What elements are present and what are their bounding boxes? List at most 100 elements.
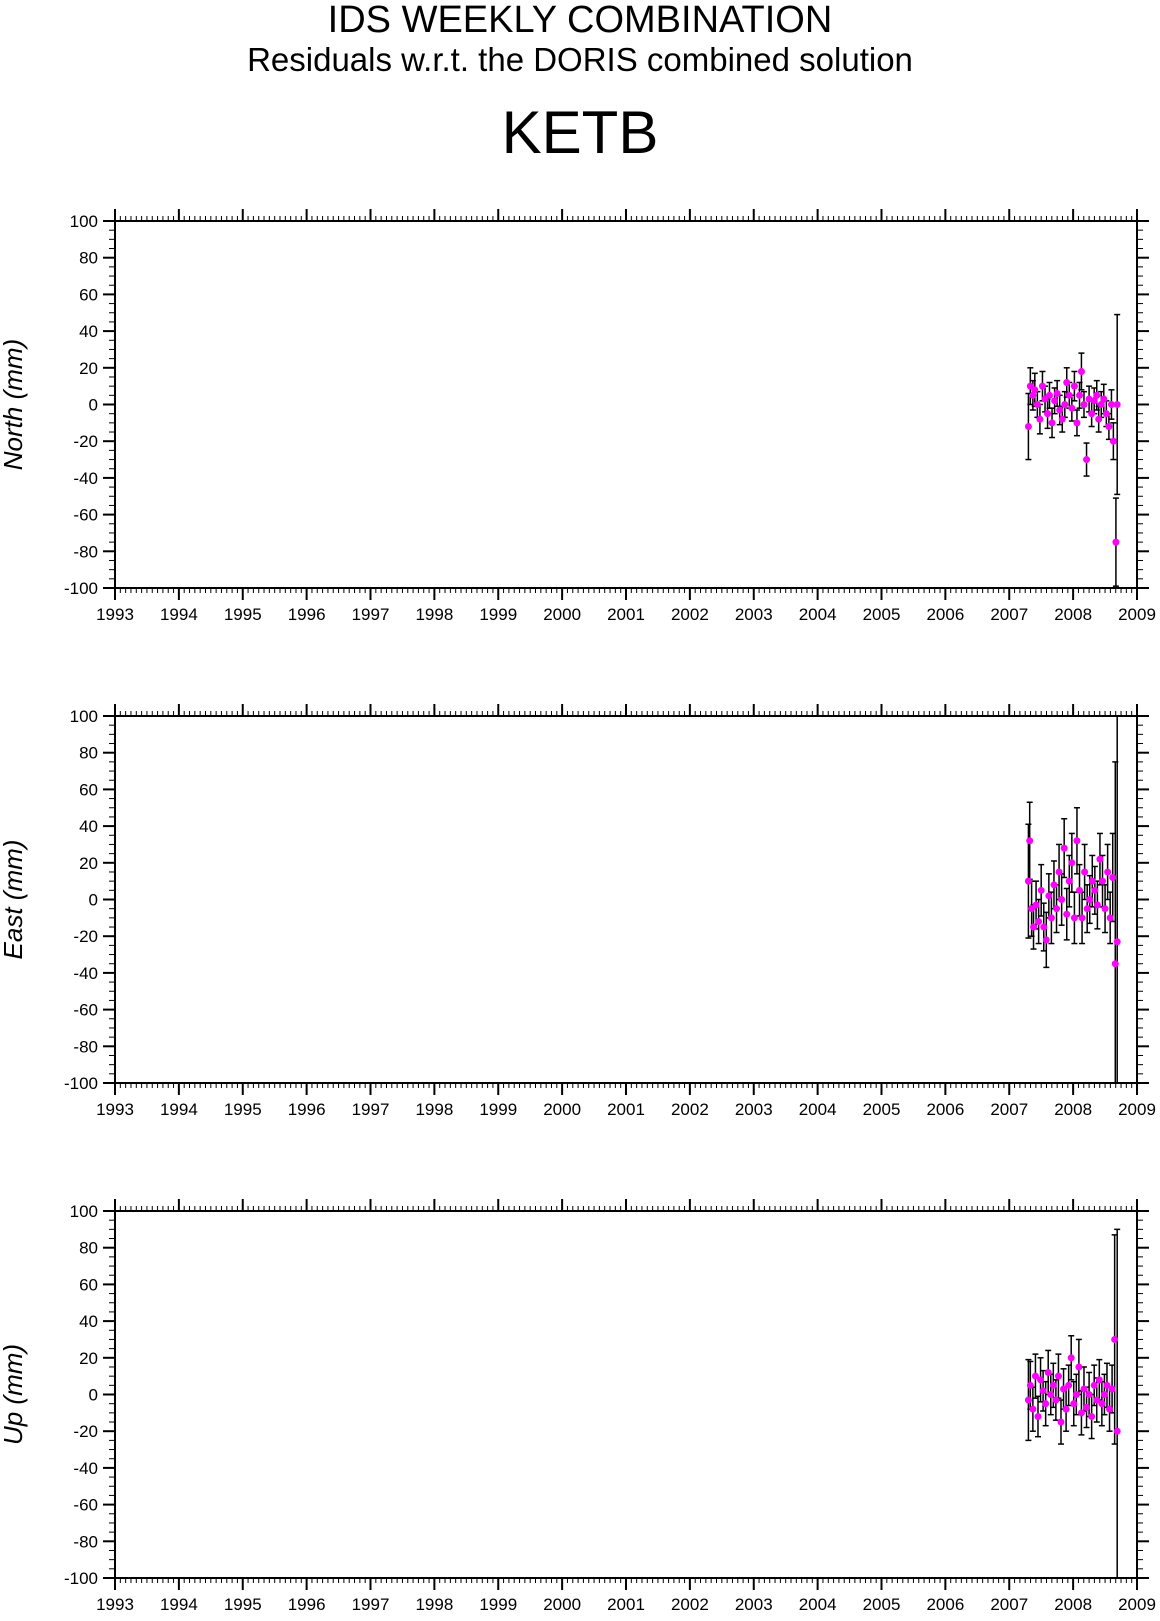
north-data-point <box>1076 391 1084 399</box>
east-x-tick-label: 1994 <box>160 1100 198 1119</box>
up-data-point <box>1062 1405 1070 1413</box>
up-data-point <box>1067 1354 1075 1362</box>
up-y-tick-label: -60 <box>73 1496 98 1515</box>
east-data-point <box>1104 868 1112 876</box>
north-y-tick-label: -40 <box>73 469 98 488</box>
chart-subtitle: Residuals w.r.t. the DORIS combined solu… <box>247 41 913 78</box>
north-x-tick-label: 2006 <box>926 605 964 624</box>
up-y-tick-label: 80 <box>79 1239 98 1258</box>
east-y-tick-label: 100 <box>70 707 98 726</box>
east-data-point <box>1081 868 1089 876</box>
up-x-tick-label: 1993 <box>96 1595 134 1614</box>
north-x-tick-label: 1995 <box>224 605 262 624</box>
up-x-tick-label: 1999 <box>479 1595 517 1614</box>
north-data-point <box>1077 367 1085 375</box>
up-x-tick-label: 2003 <box>735 1595 773 1614</box>
east-data-point <box>1050 881 1058 889</box>
up-x-tick-label: 2005 <box>863 1595 901 1614</box>
east-x-tick-label: 2008 <box>1054 1100 1092 1119</box>
up-x-tick-label: 2006 <box>926 1595 964 1614</box>
east-data-point <box>1053 905 1061 913</box>
up-y-tick-label: -40 <box>73 1459 98 1478</box>
north-x-tick-label: 1998 <box>415 605 453 624</box>
north-data-point <box>1070 382 1078 390</box>
east-data-point <box>1083 905 1091 913</box>
east-data-point <box>1042 936 1050 944</box>
up-data-point <box>1113 1427 1121 1435</box>
east-y-tick-label: -100 <box>64 1074 98 1093</box>
up-data-point <box>1072 1391 1080 1398</box>
up-x-tick-label: 2002 <box>671 1595 709 1614</box>
up-data-point <box>1075 1363 1083 1371</box>
east-data-point <box>1047 914 1055 922</box>
up-data-point <box>1080 1385 1088 1393</box>
north-data-point <box>1036 415 1044 423</box>
north-data-point <box>1095 415 1103 423</box>
up-y-tick-label: 40 <box>79 1312 98 1331</box>
north-x-tick-label: 2004 <box>799 605 837 624</box>
up-data-point <box>1049 1381 1057 1389</box>
up-data-point <box>1029 1405 1037 1413</box>
east-x-tick-label: 2003 <box>735 1100 773 1119</box>
north-data-point <box>1090 397 1098 405</box>
east-x-tick-label: 1996 <box>288 1100 326 1119</box>
north-data-point <box>1102 410 1110 418</box>
east-data-point <box>1113 938 1121 946</box>
east-x-tick-label: 2006 <box>926 1100 964 1119</box>
east-x-tick-label: 2007 <box>990 1100 1028 1119</box>
north-data-point <box>1109 437 1117 445</box>
east-data-point <box>1099 877 1107 885</box>
east-data-point <box>1111 960 1119 968</box>
east-data-point <box>1106 914 1114 922</box>
east-y-tick-label: -20 <box>73 927 98 946</box>
east-data-point <box>1058 896 1066 903</box>
east-data-point <box>1065 877 1073 885</box>
north-y-tick-label: 60 <box>79 285 98 304</box>
north-y-tick-label: -100 <box>64 579 98 598</box>
up-x-tick-label: 1994 <box>160 1595 198 1614</box>
north-x-tick-label: 2003 <box>735 605 773 624</box>
east-data-point <box>1045 892 1053 900</box>
north-x-tick-label: 1999 <box>479 605 517 624</box>
north-y-tick-label: -60 <box>73 506 98 525</box>
north-plot-frame <box>114 220 1138 589</box>
north-y-tick-label: -80 <box>73 542 98 561</box>
east-x-tick-label: 2000 <box>543 1100 581 1119</box>
east-x-tick-label: 1993 <box>96 1100 134 1119</box>
east-data-point <box>1088 877 1096 885</box>
up-data-point <box>1095 1376 1103 1384</box>
east-data-point <box>1035 918 1043 926</box>
up-data-point <box>1108 1385 1116 1393</box>
north-data-point <box>1048 419 1056 427</box>
up-x-tick-label: 2000 <box>543 1595 581 1614</box>
up-x-tick-label: 2001 <box>607 1595 645 1614</box>
station-name: KETB <box>501 99 659 166</box>
north-y-tick-label: 80 <box>79 249 98 268</box>
up-data-point <box>1060 1385 1068 1393</box>
north-data-point <box>1107 401 1115 408</box>
north-y-tick-label: -20 <box>73 432 98 451</box>
east-x-tick-label: 1995 <box>224 1100 262 1119</box>
east-y-tick-label: 60 <box>79 780 98 799</box>
up-data-point <box>1085 1391 1093 1398</box>
up-x-tick-label: 1997 <box>352 1595 390 1614</box>
up-y-tick-label: -80 <box>73 1532 98 1551</box>
up-data-point <box>1100 1391 1108 1398</box>
north-x-tick-label: 2007 <box>990 605 1028 624</box>
up-x-tick-label: 2007 <box>990 1595 1028 1614</box>
north-y-axis-label: North (mm) <box>0 339 28 470</box>
up-x-tick-label: 2009 <box>1118 1595 1156 1614</box>
east-data-point <box>1032 901 1040 909</box>
east-x-tick-label: 1999 <box>479 1100 517 1119</box>
north-data-point <box>1051 397 1059 405</box>
east-x-tick-label: 1997 <box>352 1100 390 1119</box>
north-data-point <box>1031 386 1039 394</box>
up-data-point <box>1077 1409 1085 1417</box>
up-y-tick-label: 100 <box>70 1202 98 1221</box>
north-x-tick-label: 2001 <box>607 605 645 624</box>
north-x-tick-label: 2009 <box>1118 605 1156 624</box>
east-x-tick-label: 1998 <box>415 1100 453 1119</box>
up-y-tick-label: 20 <box>79 1349 98 1368</box>
up-y-tick-label: 0 <box>89 1386 98 1405</box>
